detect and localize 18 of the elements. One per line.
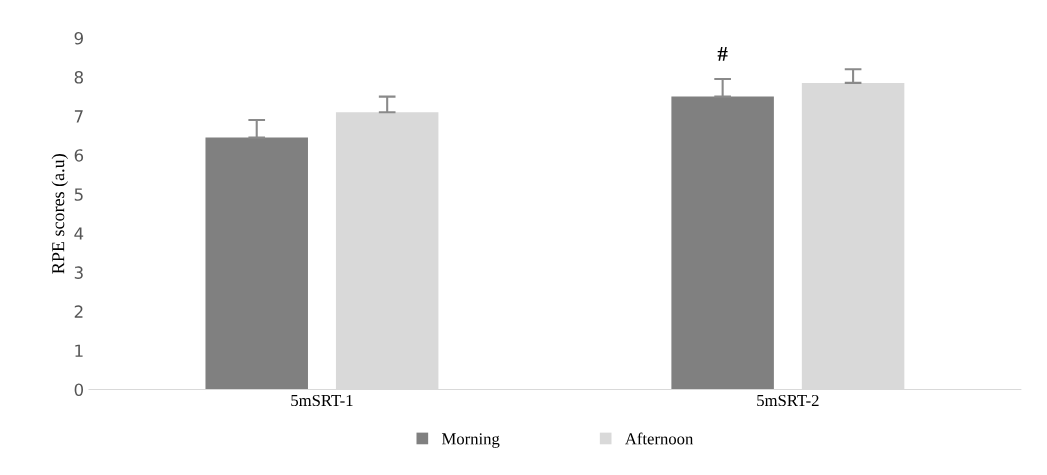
y-axis-title: RPE scores (a.u) — [51, 154, 68, 274]
y-tick-label: 2 — [74, 305, 83, 318]
y-tick-label: 3 — [74, 266, 83, 279]
y-tick-label: 9 — [74, 31, 83, 45]
y-tick-label: 5 — [74, 188, 83, 201]
annotation: # — [717, 47, 728, 61]
legend-label: Afternoon — [624, 432, 694, 445]
y-tick-label: 7 — [74, 110, 83, 123]
bar — [671, 96, 774, 390]
bar — [205, 137, 308, 390]
y-tick-label: 8 — [74, 71, 83, 84]
x-tick-label: 5mSRT-2 — [757, 394, 819, 407]
legend-label: Morning — [441, 433, 500, 448]
y-tick-label: 6 — [74, 149, 84, 162]
x-tick-label: 5mSRT-1 — [291, 394, 353, 407]
y-tick-label: 0 — [74, 383, 84, 397]
y-tick-label: 1 — [75, 344, 83, 357]
y-tick-label: 4 — [74, 227, 84, 240]
